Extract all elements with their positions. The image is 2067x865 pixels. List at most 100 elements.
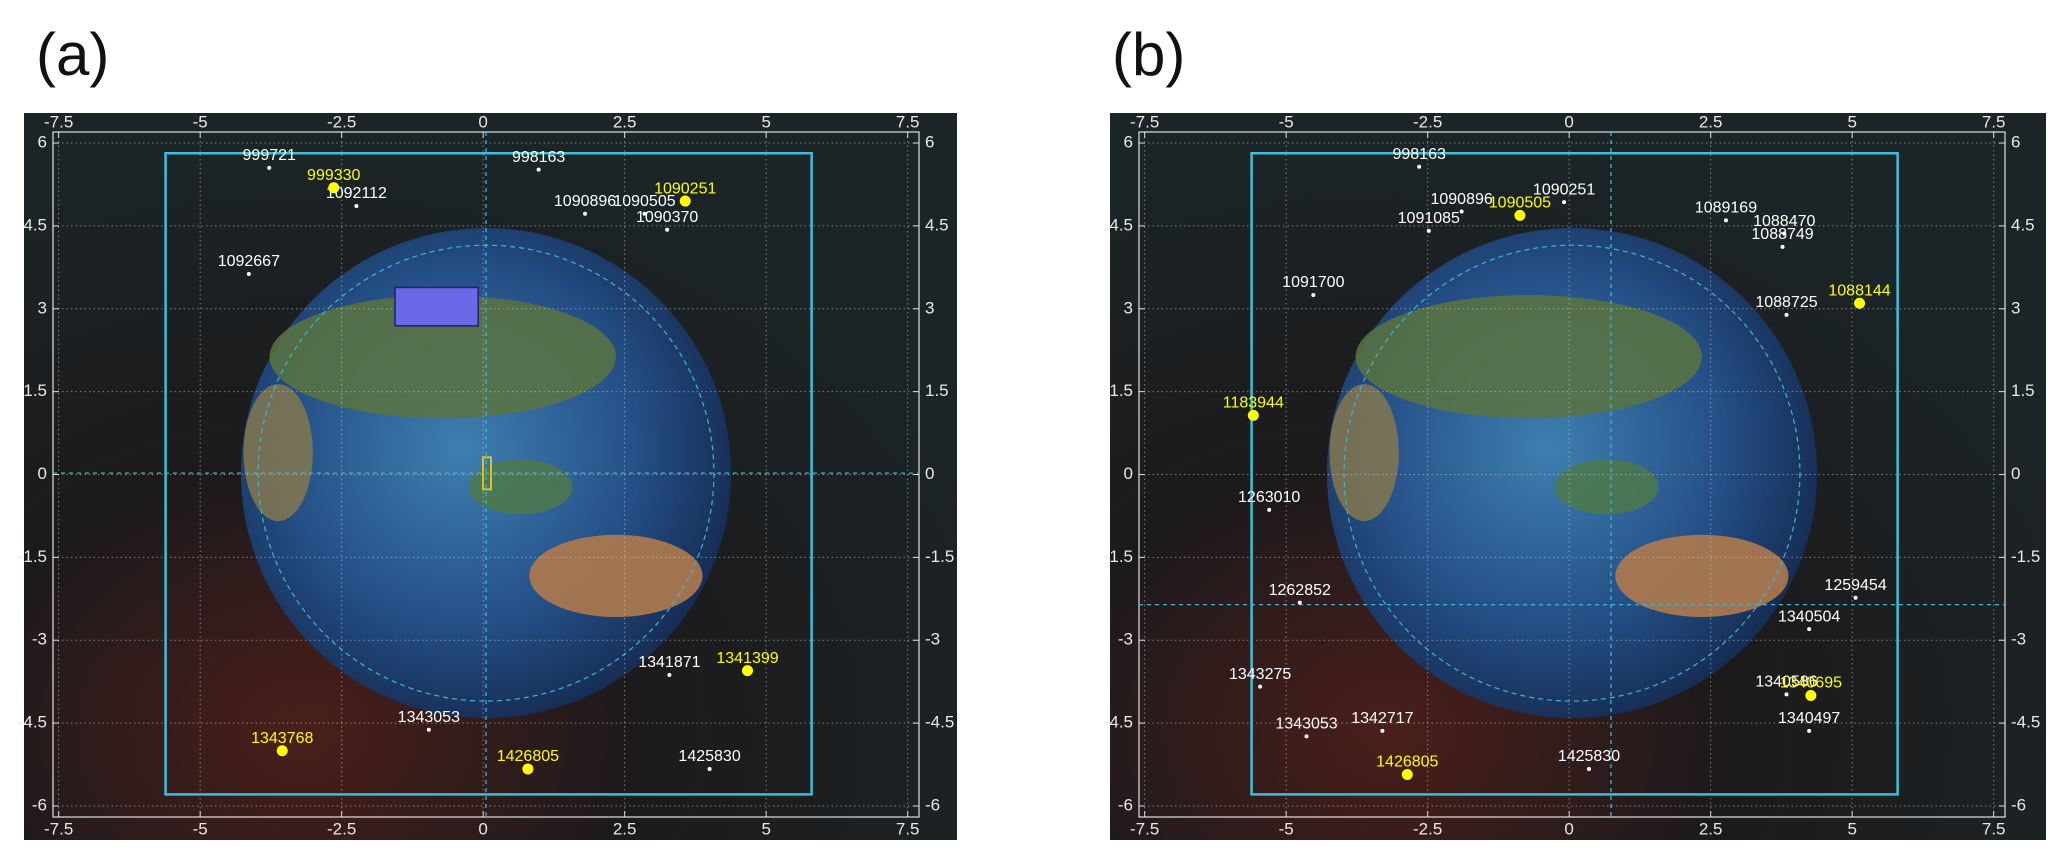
x-tick-label: 5 — [761, 819, 770, 838]
marker-box — [482, 456, 492, 491]
point-label: 1088725 — [1755, 294, 1817, 311]
y-tick-label: 0 — [1124, 464, 1133, 483]
x-tick-label: 7.5 — [1982, 819, 2006, 838]
axes-frame — [1138, 131, 2006, 818]
y-tick-label: 4.5 — [1109, 215, 1133, 234]
data-point — [522, 763, 534, 775]
y-tick-label-right: 3 — [2011, 298, 2020, 317]
data-point — [1304, 734, 1309, 739]
panel-title: (b) — [1112, 21, 1185, 88]
y-tick-label-right: 4.5 — [2011, 215, 2035, 234]
y-tick-label: 3 — [38, 298, 47, 317]
point-label: 1341399 — [716, 650, 778, 667]
y-tick-label-right: 0 — [2011, 464, 2020, 483]
point-label: 1090505 — [1489, 195, 1551, 212]
x-tick-label: -5 — [1279, 819, 1294, 838]
x-tick-label: -2.5 — [327, 819, 356, 838]
y-tick-label: -3 — [1118, 630, 1133, 649]
data-point — [1267, 507, 1272, 512]
point-label: 1340497 — [1778, 710, 1840, 727]
point-label: 1263010 — [1238, 489, 1300, 506]
y-tick-label-right: -1.5 — [2011, 547, 2040, 566]
x-tick-label: -7.5 — [44, 819, 73, 838]
data-point — [1784, 692, 1789, 697]
point-label: 1090505 — [613, 193, 675, 210]
y-tick-label-right: 1.5 — [2011, 381, 2035, 400]
x-tick-label-top: -7.5 — [1130, 112, 1159, 131]
continent — [1329, 384, 1399, 522]
x-tick-label: 5 — [1847, 819, 1856, 838]
point-label: 1426805 — [1376, 754, 1438, 771]
point-label: 1340695 — [1780, 675, 1842, 692]
y-tick-label-right: -6 — [925, 795, 940, 814]
view-box — [164, 151, 813, 796]
data-point — [246, 271, 251, 276]
point-label: 1259454 — [1824, 577, 1886, 594]
y-tick-label: 6 — [1124, 133, 1133, 152]
point-label: 998163 — [512, 149, 565, 166]
x-tick-label-top: -2.5 — [327, 112, 356, 131]
continent — [1355, 295, 1702, 419]
data-point — [1311, 292, 1316, 297]
y-tick-label-right: 6 — [2011, 133, 2020, 152]
data-point — [1247, 409, 1259, 421]
x-tick-label: 7.5 — [896, 819, 920, 838]
y-tick-label: -6 — [32, 795, 47, 814]
point-label: 1340504 — [1778, 608, 1840, 625]
data-point — [1297, 600, 1302, 605]
point-label: 999330 — [307, 167, 360, 184]
data-point — [1562, 200, 1567, 205]
y-tick-label-right: -1.5 — [925, 547, 954, 566]
data-point — [536, 167, 541, 172]
continent — [1615, 534, 1789, 617]
panel-title: (a) — [36, 21, 109, 88]
x-tick-label-top: -5 — [193, 112, 208, 131]
x-tick-label-top: 2.5 — [1699, 112, 1723, 131]
x-tick-label: 0 — [1564, 819, 1573, 838]
x-tick-label-top: 7.5 — [896, 112, 920, 131]
selection-box — [394, 286, 479, 327]
point-label: 1343053 — [398, 709, 460, 726]
y-tick-label-right: 0 — [925, 464, 934, 483]
point-label: 1090896 — [1430, 191, 1492, 208]
point-label: 1090370 — [636, 209, 698, 226]
y-tick-label: 6 — [38, 133, 47, 152]
data-point — [1853, 595, 1858, 600]
data-point — [354, 204, 359, 209]
y-tick-label-right: 4.5 — [925, 215, 949, 234]
data-point — [1807, 728, 1812, 733]
y-tick-label-right: 6 — [925, 133, 934, 152]
data-point — [707, 766, 712, 771]
point-label: 1089169 — [1695, 200, 1757, 217]
x-tick-label-top: 5 — [761, 112, 770, 131]
y-tick-label-right: -4.5 — [925, 713, 954, 732]
y-tick-label-right: -3 — [2011, 630, 2026, 649]
y-tick-label: 1.5 — [23, 381, 47, 400]
point-label: 1343768 — [251, 730, 313, 747]
data-point — [1380, 728, 1385, 733]
x-tick-label-top: -7.5 — [44, 112, 73, 131]
y-tick-label: 3 — [1124, 298, 1133, 317]
y-tick-label-right: -4.5 — [2011, 713, 2040, 732]
point-label: 1426805 — [497, 748, 559, 765]
y-tick-label: 4.5 — [23, 215, 47, 234]
data-point — [276, 745, 288, 757]
point-label: 998163 — [1392, 146, 1445, 163]
data-point — [1586, 766, 1591, 771]
data-point — [679, 195, 691, 207]
point-label: 1090251 — [654, 180, 716, 197]
data-point — [1780, 244, 1785, 249]
y-tick-label: -1.5 — [18, 547, 47, 566]
data-point — [1807, 627, 1812, 632]
y-tick-label: -4.5 — [18, 713, 47, 732]
data-point — [267, 165, 272, 170]
point-label: 1091700 — [1282, 274, 1344, 291]
x-tick-label: 0 — [478, 819, 487, 838]
data-point — [741, 665, 753, 677]
x-tick-label: -7.5 — [1130, 819, 1159, 838]
data-point — [1514, 209, 1526, 221]
y-tick-label-right: -3 — [925, 630, 940, 649]
panel: (a)-7.5-7.5-5-5-2.5-2.5002.52.5557.57.5-… — [18, 21, 957, 840]
